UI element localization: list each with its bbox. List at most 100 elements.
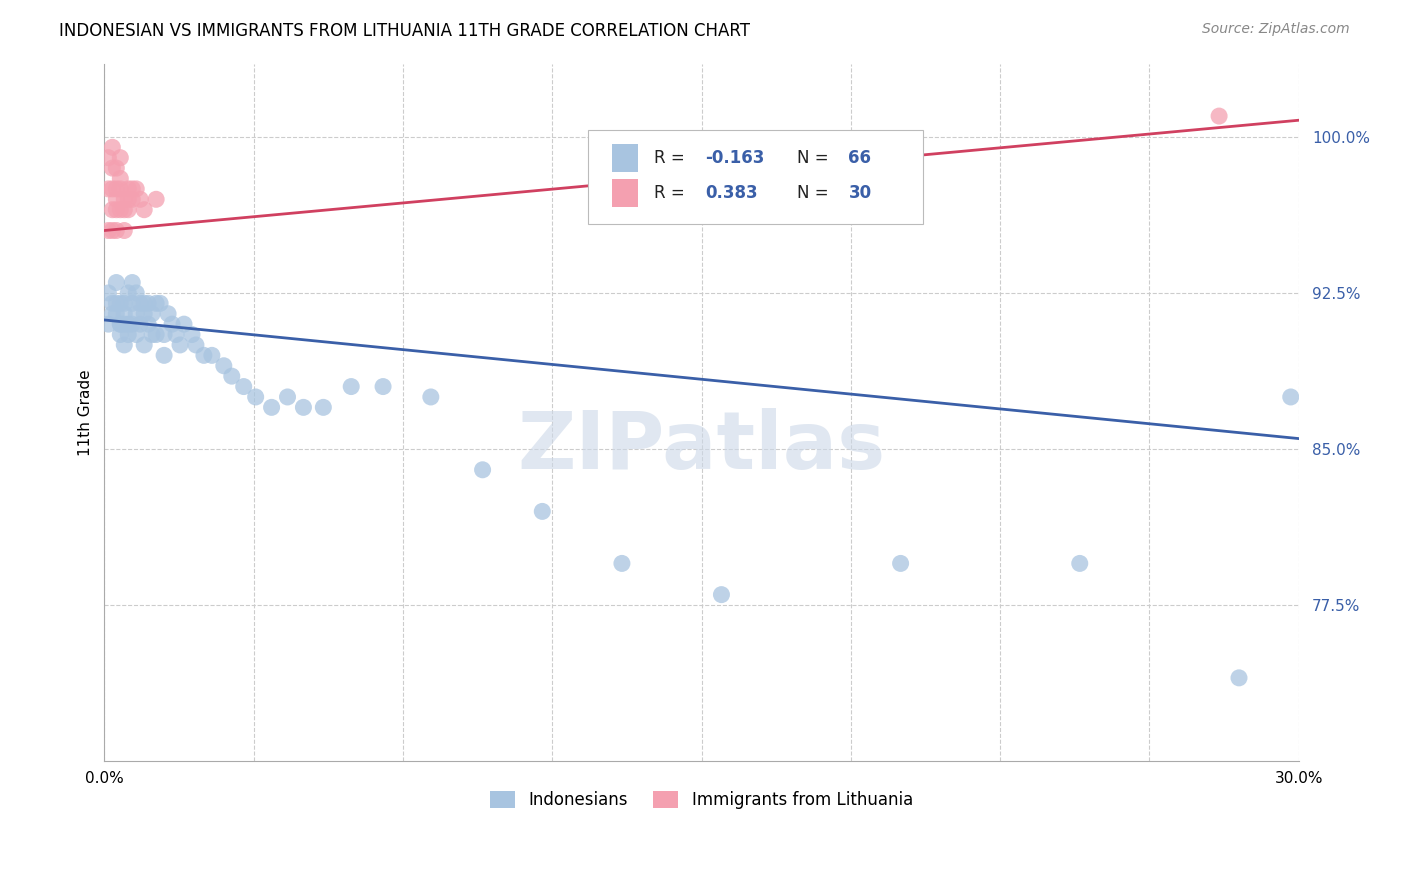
Point	[201, 348, 224, 362]
Point	[105, 182, 128, 196]
Point	[110, 317, 132, 331]
Point	[101, 161, 124, 175]
Point	[101, 140, 124, 154]
Point	[110, 171, 132, 186]
Point	[160, 317, 183, 331]
Point	[97, 223, 120, 237]
Point	[125, 285, 148, 300]
Point	[110, 296, 132, 310]
Text: INDONESIAN VS IMMIGRANTS FROM LITHUANIA 11TH GRADE CORRELATION CHART: INDONESIAN VS IMMIGRANTS FROM LITHUANIA …	[59, 22, 749, 40]
Point	[165, 327, 187, 342]
FancyBboxPatch shape	[612, 145, 638, 172]
Point	[125, 327, 148, 342]
Point	[232, 379, 254, 393]
Point	[184, 338, 207, 352]
Point	[112, 338, 135, 352]
Point	[112, 307, 135, 321]
Point	[117, 202, 139, 217]
Point	[97, 182, 120, 196]
Point	[121, 296, 143, 310]
Point	[181, 327, 204, 342]
Point	[105, 276, 128, 290]
Point	[890, 557, 912, 571]
Point	[141, 307, 163, 321]
Point	[610, 557, 633, 571]
Point	[1227, 671, 1250, 685]
Point	[110, 151, 132, 165]
Point	[101, 296, 124, 310]
Point	[110, 202, 132, 217]
Point	[129, 317, 152, 331]
Text: 0.383: 0.383	[706, 184, 758, 202]
Point	[110, 327, 132, 342]
Point	[276, 390, 298, 404]
Point	[134, 202, 156, 217]
Point	[117, 192, 139, 206]
Point	[419, 390, 441, 404]
Point	[125, 182, 148, 196]
Point	[193, 348, 215, 362]
Point	[105, 296, 128, 310]
Text: R =: R =	[654, 184, 690, 202]
Point	[134, 296, 156, 310]
Point	[101, 182, 124, 196]
Point	[129, 296, 152, 310]
Point	[221, 369, 243, 384]
Point	[129, 192, 152, 206]
Point	[117, 317, 139, 331]
FancyBboxPatch shape	[612, 179, 638, 207]
Text: ZIPatlas: ZIPatlas	[517, 409, 886, 486]
Point	[134, 338, 156, 352]
Text: R =: R =	[654, 149, 690, 167]
Point	[105, 307, 128, 321]
Point	[1069, 557, 1091, 571]
Point	[153, 348, 176, 362]
Text: 30: 30	[848, 184, 872, 202]
Point	[136, 296, 159, 310]
Point	[101, 223, 124, 237]
Point	[145, 192, 167, 206]
Point	[149, 296, 172, 310]
Point	[117, 327, 139, 342]
Point	[1208, 109, 1230, 123]
Point	[260, 401, 283, 415]
Point	[212, 359, 235, 373]
Point	[531, 504, 554, 518]
Point	[340, 379, 363, 393]
Point	[173, 317, 195, 331]
Point	[105, 202, 128, 217]
Point	[110, 317, 132, 331]
Point	[105, 192, 128, 206]
Point	[97, 151, 120, 165]
Y-axis label: 11th Grade: 11th Grade	[79, 369, 93, 456]
Point	[105, 223, 128, 237]
Point	[245, 390, 267, 404]
Point	[471, 463, 494, 477]
Point	[710, 588, 733, 602]
Point	[169, 338, 191, 352]
FancyBboxPatch shape	[588, 130, 922, 225]
Text: -0.163: -0.163	[706, 149, 765, 167]
Point	[121, 182, 143, 196]
Point	[125, 307, 148, 321]
Point	[121, 276, 143, 290]
Point	[136, 317, 159, 331]
Point	[101, 202, 124, 217]
Point	[312, 401, 335, 415]
Point	[121, 192, 143, 206]
Point	[112, 223, 135, 237]
Point	[292, 401, 315, 415]
Point	[110, 182, 132, 196]
Text: N =: N =	[797, 149, 834, 167]
Point	[1279, 390, 1302, 404]
Point	[145, 327, 167, 342]
Point	[371, 379, 394, 393]
Legend: Indonesians, Immigrants from Lithuania: Indonesians, Immigrants from Lithuania	[484, 784, 920, 815]
Point	[97, 317, 120, 331]
Point	[105, 161, 128, 175]
Point	[101, 307, 124, 321]
Point	[112, 317, 135, 331]
Point	[117, 182, 139, 196]
Text: N =: N =	[797, 184, 834, 202]
Point	[153, 327, 176, 342]
